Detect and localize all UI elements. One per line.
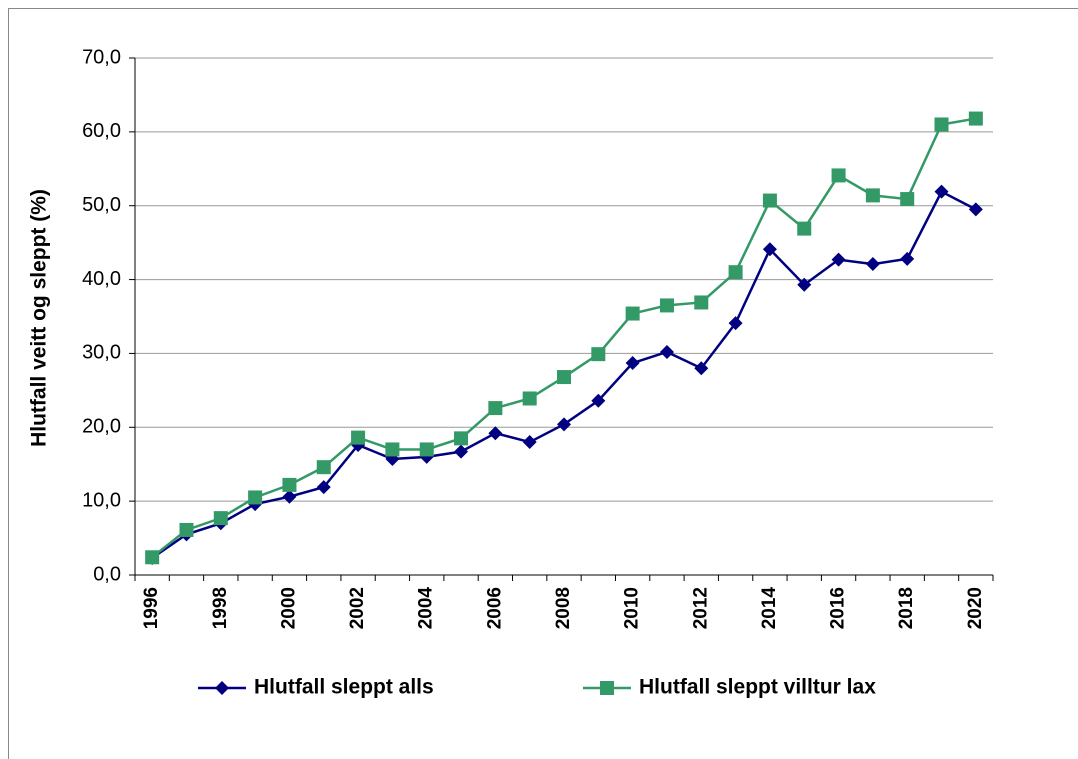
y-tick-label: 10,0 [82, 489, 121, 511]
x-tick-label: 2006 [484, 587, 505, 629]
data-point [865, 188, 880, 203]
legend-label: Hlutfall sleppt villtur lax [639, 676, 876, 699]
data-point [728, 316, 743, 331]
y-tick-label: 0,0 [93, 563, 121, 585]
data-point [522, 435, 537, 450]
x-tick-label: 2014 [759, 587, 780, 630]
data-point [419, 442, 434, 457]
data-point [282, 477, 297, 492]
data-point [625, 356, 640, 371]
x-tick-label: 2000 [278, 587, 299, 629]
data-point [797, 221, 812, 236]
data-point [557, 417, 571, 432]
data-point [865, 257, 880, 272]
x-tick-label: 2012 [690, 587, 711, 629]
data-point [762, 242, 777, 257]
x-tick-label: 1998 [210, 587, 231, 629]
data-point [557, 370, 571, 385]
x-tick-label: 2010 [622, 587, 643, 629]
y-tick-label: 20,0 [82, 416, 121, 438]
data-point [968, 202, 983, 217]
y-tick-label: 60,0 [82, 120, 121, 142]
y-tick-label: 70,0 [82, 46, 121, 68]
x-tick-label: 2020 [965, 587, 986, 629]
data-point [591, 347, 606, 362]
data-point [488, 426, 503, 441]
x-tick-label: 2018 [896, 587, 917, 629]
data-point [900, 251, 915, 266]
data-point [385, 442, 400, 457]
data-point [213, 511, 228, 526]
data-point [282, 489, 297, 504]
legend-marker [600, 681, 614, 695]
data-point [625, 306, 640, 321]
chart-frame [8, 8, 1078, 759]
x-tick-label: 2016 [828, 587, 849, 629]
data-point [968, 111, 983, 126]
data-point [728, 265, 743, 280]
y-tick-label: 30,0 [82, 342, 121, 364]
data-point [316, 480, 331, 495]
x-tick-label: 1996 [141, 587, 162, 629]
data-point [454, 444, 469, 459]
y-tick-label: 40,0 [82, 268, 121, 290]
data-point [351, 430, 366, 445]
data-point [591, 393, 606, 408]
data-point [488, 401, 503, 416]
x-tick-label: 2004 [416, 587, 437, 630]
x-tick-label: 2002 [347, 587, 368, 629]
data-point [179, 522, 194, 537]
x-tick-label: 2008 [553, 587, 574, 629]
data-point [762, 193, 777, 208]
data-point [522, 391, 537, 406]
data-point [831, 168, 846, 183]
data-point [694, 295, 709, 310]
y-tick-label: 50,0 [82, 194, 121, 216]
data-point [659, 298, 674, 313]
data-point [316, 460, 331, 475]
data-point [831, 252, 846, 267]
data-point [694, 361, 709, 376]
legend-label: Hlutfall sleppt alls [254, 676, 434, 699]
y-axis-label: Hlutfall veitt og sleppt (%) [28, 189, 51, 447]
data-point [248, 490, 263, 505]
data-point [934, 184, 949, 199]
legend-marker [215, 681, 229, 695]
data-point [934, 117, 949, 132]
data-point [145, 550, 160, 565]
data-point [659, 344, 674, 359]
data-point [900, 192, 915, 207]
data-point [797, 277, 812, 292]
data-point [454, 431, 469, 446]
